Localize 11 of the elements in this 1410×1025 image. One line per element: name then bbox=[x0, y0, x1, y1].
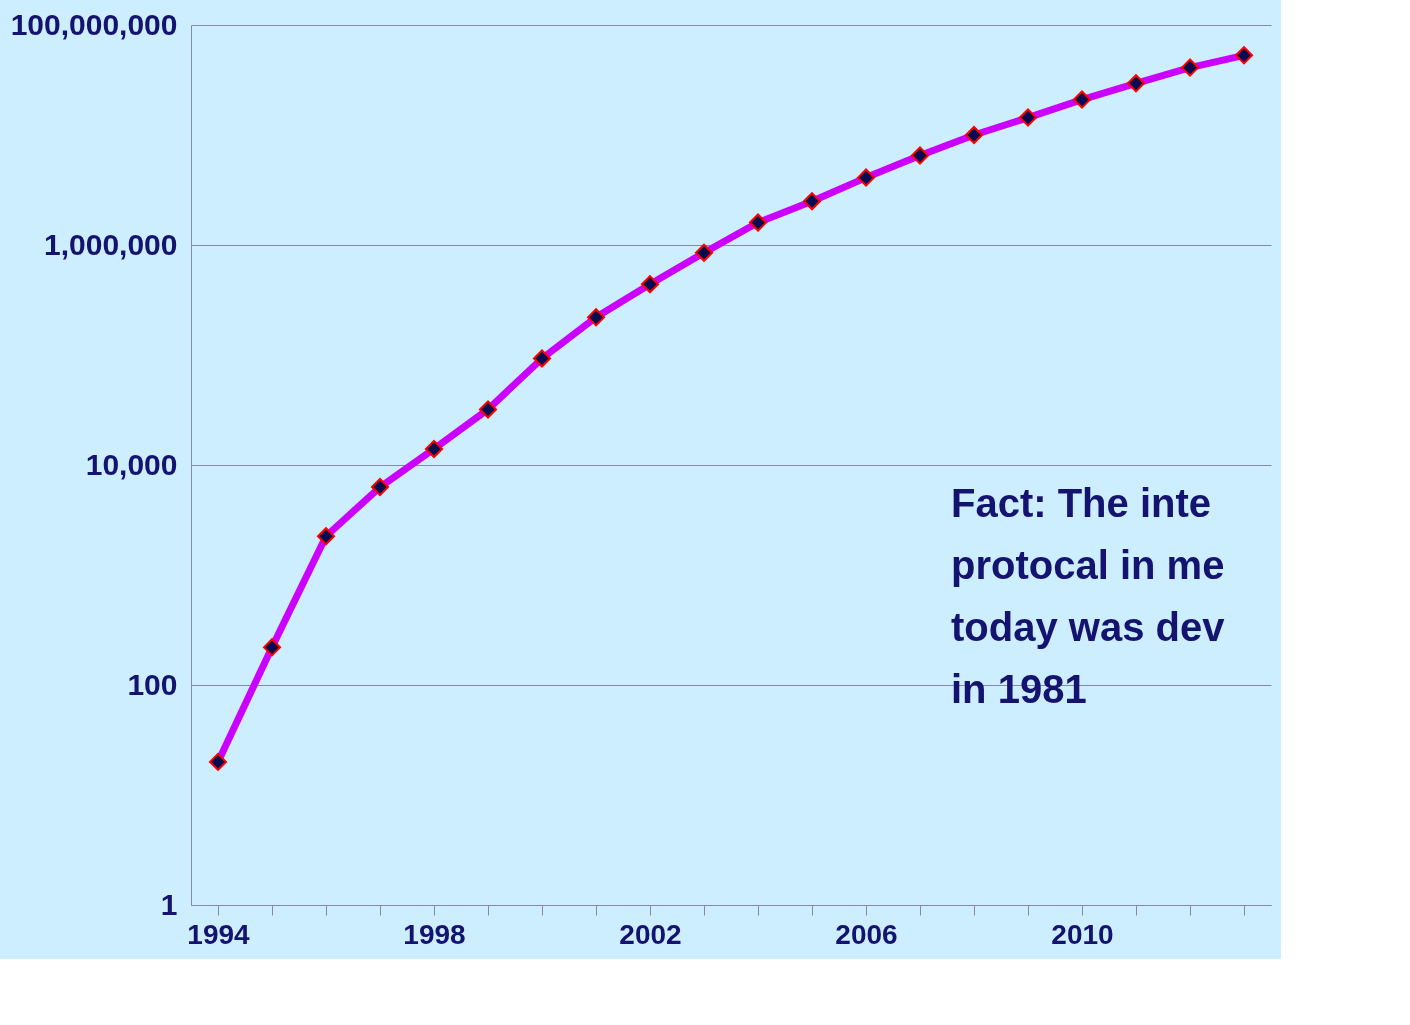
x-tick-label: 2010 bbox=[1051, 918, 1114, 950]
x-tick-label: 1998 bbox=[403, 918, 466, 950]
x-tick-label: 2006 bbox=[835, 918, 898, 950]
annotation: Fact: The inte protocal in me today was dev in 1981 bbox=[951, 481, 1226, 711]
y-tick-label: 100 bbox=[127, 667, 178, 701]
x-tick-label: 2002 bbox=[619, 918, 682, 950]
y-tick-label: 1 bbox=[160, 887, 178, 921]
x-tick-label: 1994 bbox=[187, 918, 251, 950]
y-tick-label: 1,000,000 bbox=[44, 227, 178, 261]
y-tick-label: 10,000 bbox=[85, 447, 178, 481]
y-tick-label: 100,000,000 bbox=[10, 7, 178, 41]
